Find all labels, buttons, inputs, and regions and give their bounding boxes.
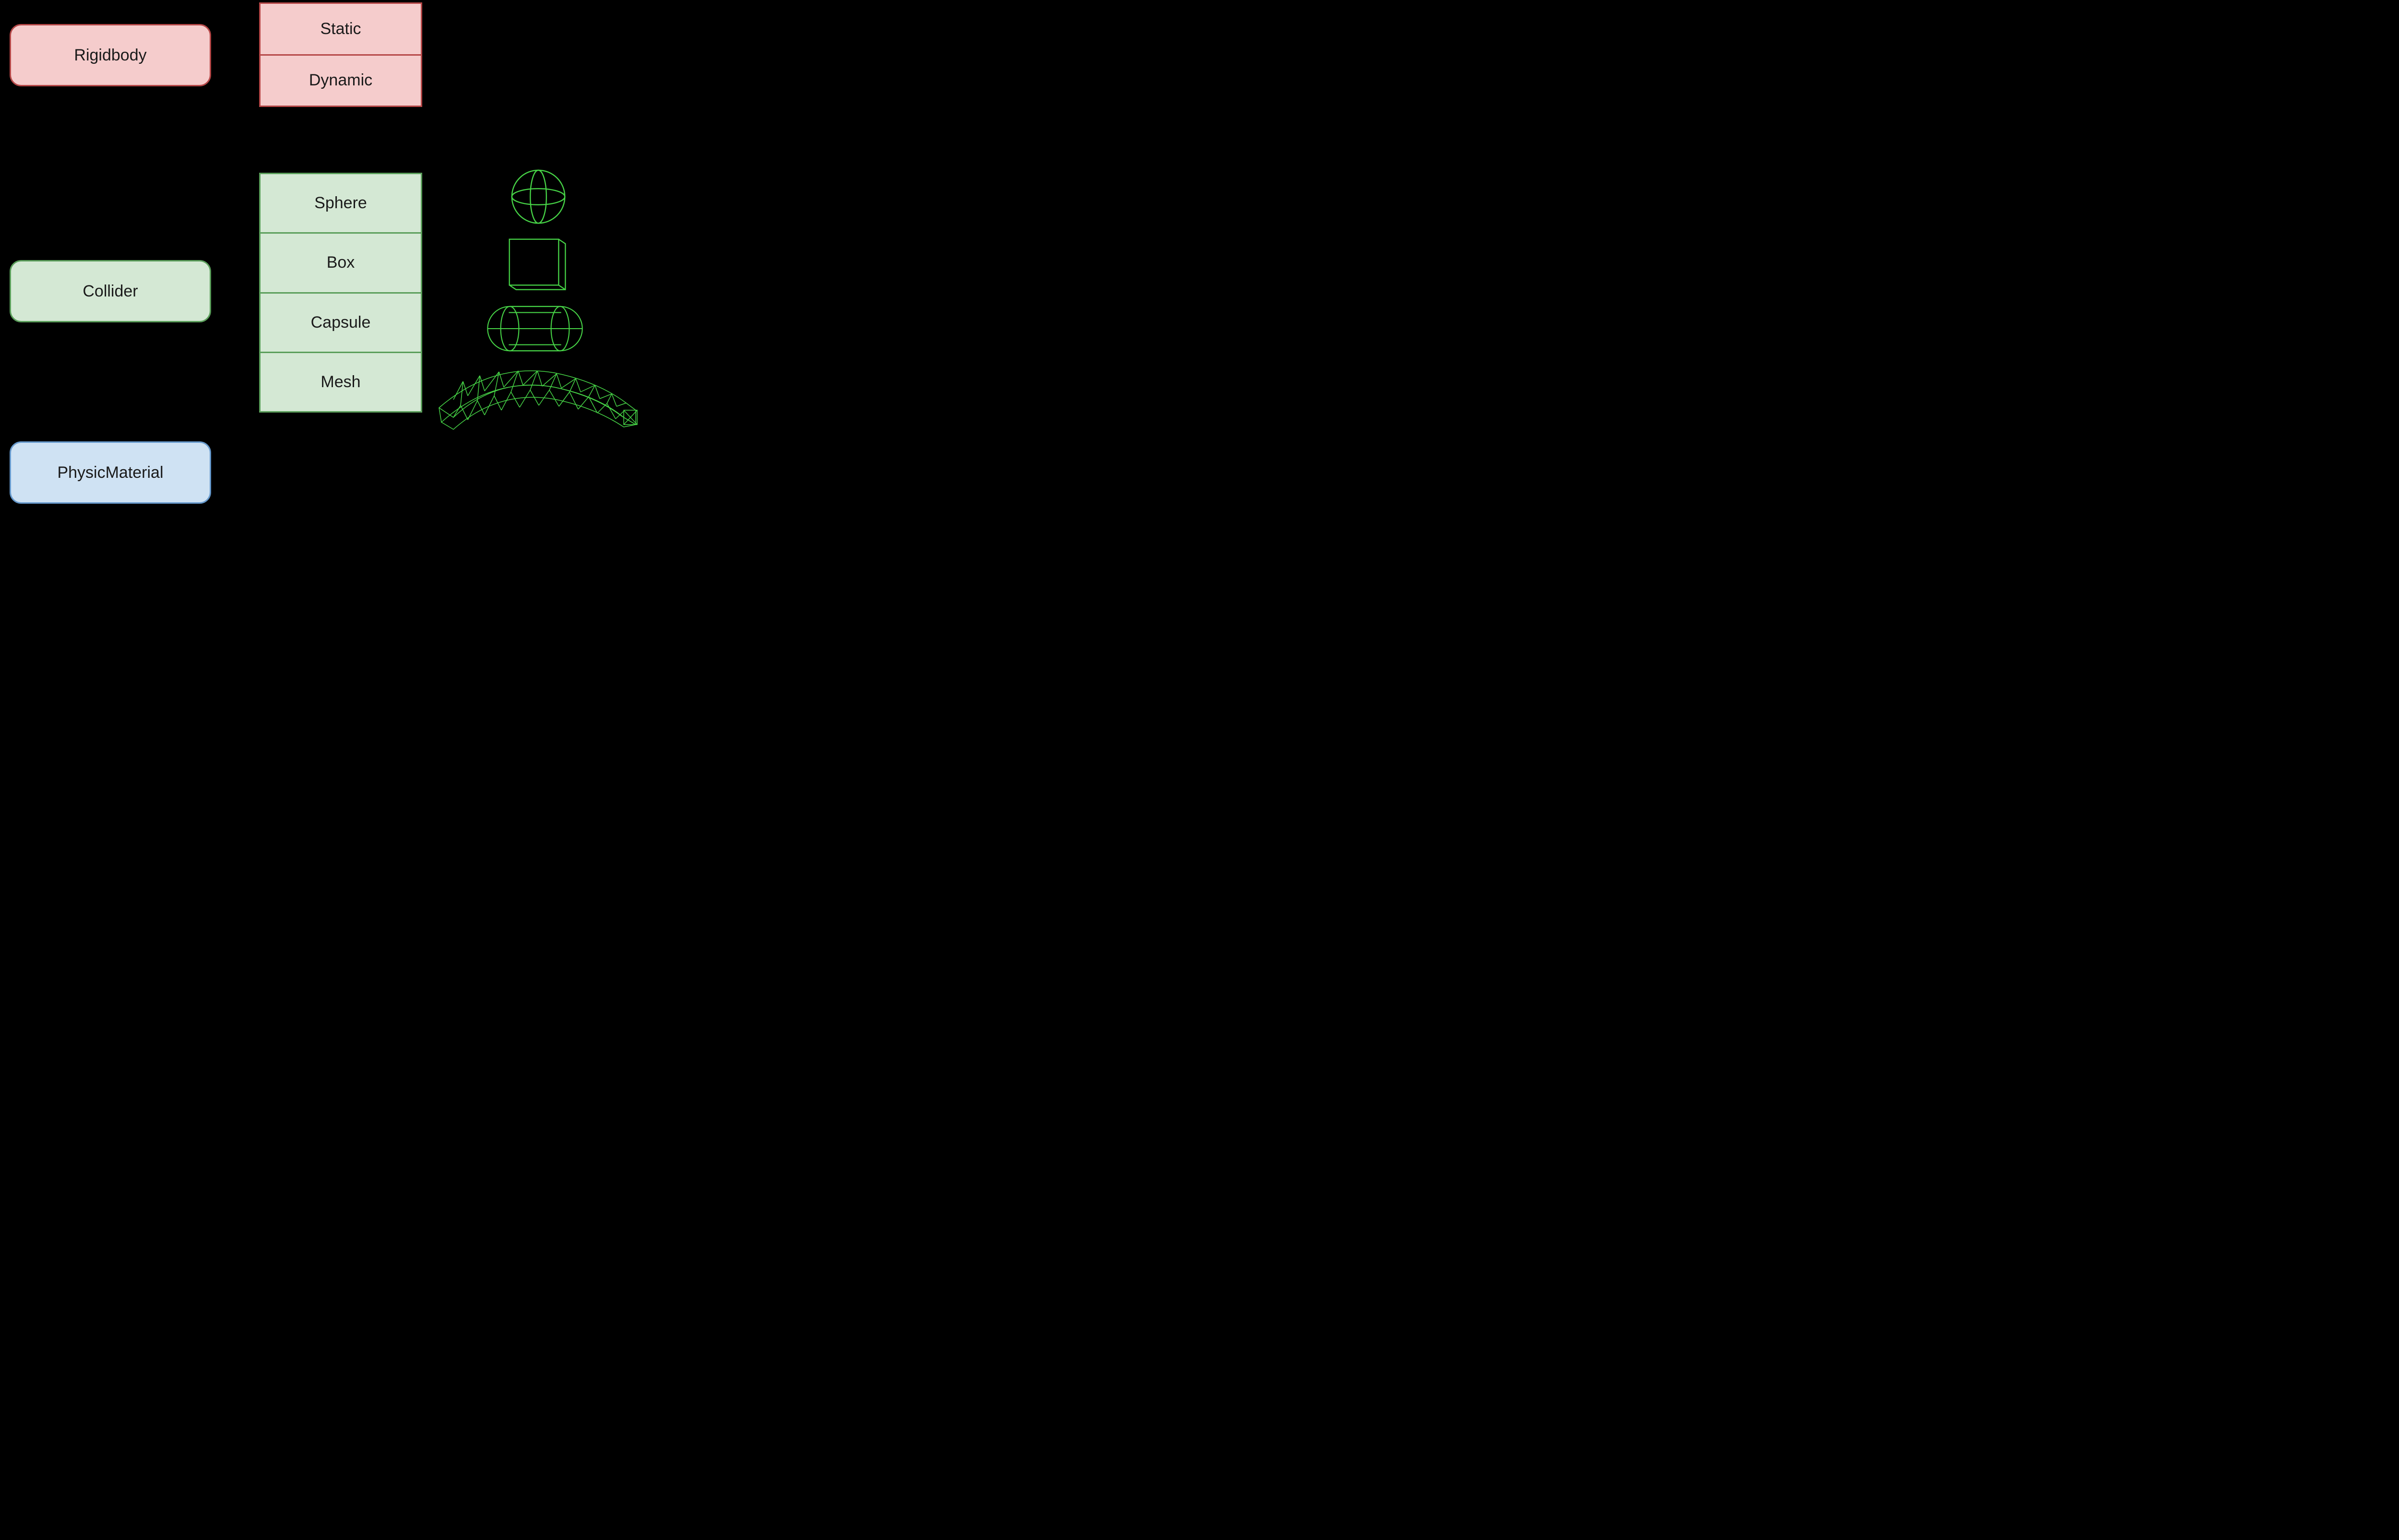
rigidbody-type-label: Dynamic [309,71,372,90]
collider-type-label: Box [327,253,355,272]
physicmaterial-label: PhysicMaterial [57,463,163,482]
collider-type-label: Sphere [314,194,367,213]
collider-type-label: Capsule [311,313,371,332]
collider-label: Collider [83,282,138,301]
physicmaterial-node: PhysicMaterial [10,441,211,504]
rigidbody-type-dynamic: Dynamic [261,54,421,106]
capsule-wireframe-icon [485,302,585,355]
mesh-wireframe-icon [434,362,641,434]
box-wireframe-icon [504,235,571,293]
collider-type-box: Box [261,232,421,292]
sphere-wireframe-icon [510,168,567,225]
diagram-canvas: Rigidbody Static Dynamic Collider Sphere… [0,0,816,524]
collider-types-stack: Sphere Box Capsule Mesh [259,173,422,413]
collider-type-capsule: Capsule [261,292,421,352]
collider-type-label: Mesh [321,373,360,391]
collider-type-sphere: Sphere [261,174,421,232]
collider-node: Collider [10,260,211,322]
rigidbody-type-label: Static [320,20,361,38]
rigidbody-node: Rigidbody [10,24,211,86]
rigidbody-label: Rigidbody [74,46,146,65]
collider-type-mesh: Mesh [261,352,421,411]
rigidbody-type-static: Static [261,4,421,54]
rigidbody-types-stack: Static Dynamic [259,2,422,107]
